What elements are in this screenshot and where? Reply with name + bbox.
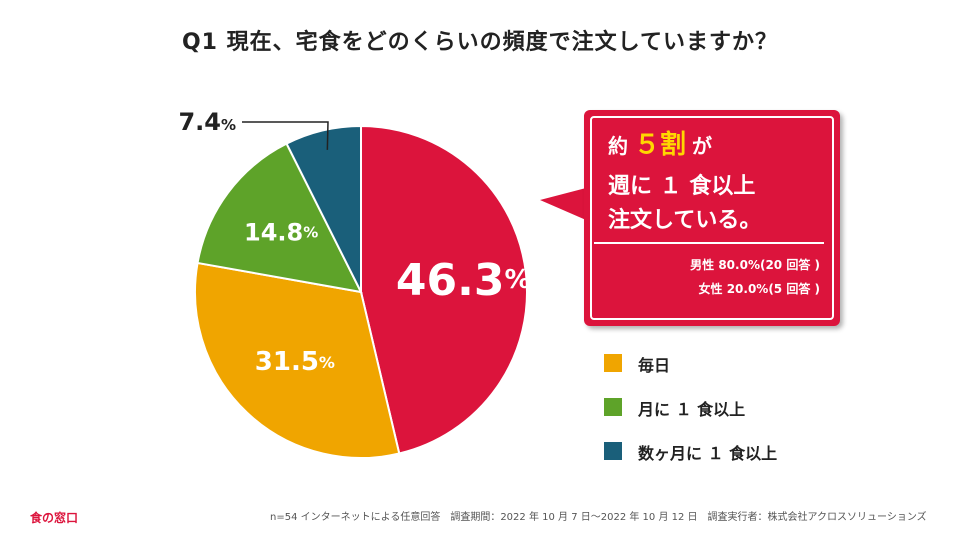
- callout-highlight: ５割: [634, 130, 687, 160]
- legend-label: 毎日: [638, 356, 671, 375]
- callout-suffix: が: [692, 134, 713, 158]
- callout-detail-female: 女性 20.0%(5 回答 ): [698, 282, 820, 296]
- callout-border: [590, 116, 834, 320]
- slice-value-label-weekly: 46.3%: [396, 255, 531, 306]
- legend-label: 数ヶ月に １ 食以上: [638, 444, 778, 463]
- slice-value-label-daily: 31.5%: [255, 347, 335, 377]
- callout-line2: 週に １ 食以上: [608, 174, 756, 199]
- callout-headline: 約 ５割が: [608, 124, 712, 161]
- callout-line3: 注文している。: [608, 208, 762, 233]
- summary-callout: 約 ５割が 週に １ 食以上 注文している。 男性 80.0%(20 回答 ) 女…: [584, 110, 840, 326]
- leader-line: [242, 121, 329, 150]
- pie-slice-weekly: [360, 124, 528, 455]
- pie-slice-daily: [194, 261, 401, 459]
- callout-prefix: 約: [608, 134, 628, 158]
- slice-value-label-few-months: 7.4%: [178, 108, 236, 136]
- chart-title: Q1 現在、宅食をどのくらいの頻度で注文していますか？: [181, 30, 778, 55]
- callout-pointer: [540, 188, 586, 220]
- slice-value-label-monthly: 14.8%: [244, 218, 318, 246]
- pie-slice-monthly: [196, 142, 363, 294]
- survey-footnote: n=54 インターネットによる任意回答 調査期間：2022 年 10 月 7 日…: [270, 512, 927, 523]
- callout-divider: [594, 242, 824, 244]
- legend-swatch: [604, 354, 622, 372]
- brand-logo-text: 食の窓口: [30, 511, 79, 525]
- legend-label: 月に １ 食以上: [638, 400, 746, 419]
- legend-swatch: [604, 398, 622, 416]
- pie-slice-few-months: [285, 124, 362, 293]
- legend-swatch: [604, 442, 622, 460]
- callout-detail-male: 男性 80.0%(20 回答 ): [690, 258, 820, 272]
